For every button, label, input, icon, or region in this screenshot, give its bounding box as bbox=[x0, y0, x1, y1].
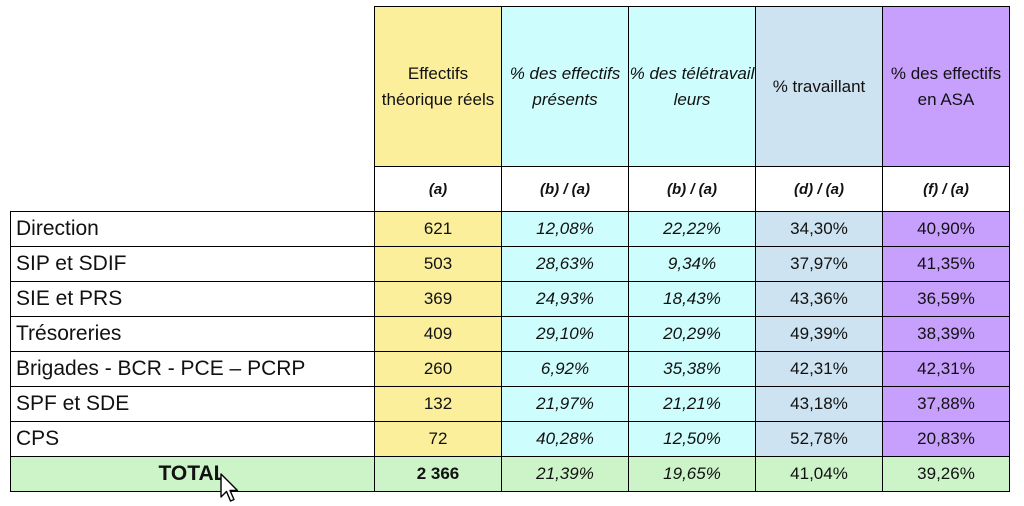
cell-asa[interactable]: 37,88% bbox=[882, 386, 1010, 422]
cell-effectifs[interactable]: 503 bbox=[374, 246, 502, 282]
header-row: Effectifs théorique réels % des effectif… bbox=[10, 6, 1010, 167]
cell-asa[interactable]: 36,59% bbox=[882, 281, 1010, 317]
total-label[interactable]: TOTAL bbox=[10, 456, 375, 492]
table-row: Trésoreries 409 29,10% 20,29% 49,39% 38,… bbox=[10, 316, 1010, 352]
table-row: Brigades - BCR - PCE – PCRP 260 6,92% 35… bbox=[10, 351, 1010, 387]
cell-travaillant[interactable]: 37,97% bbox=[755, 246, 883, 282]
cell-teletravailleurs[interactable]: 35,38% bbox=[628, 351, 756, 387]
cell-teletravailleurs[interactable]: 22,22% bbox=[628, 211, 756, 247]
cell-effectifs[interactable]: 260 bbox=[374, 351, 502, 387]
cell-travaillant[interactable]: 43,18% bbox=[755, 386, 883, 422]
cell-asa[interactable]: 41,35% bbox=[882, 246, 1010, 282]
cell-asa[interactable]: 42,31% bbox=[882, 351, 1010, 387]
cell-presents[interactable]: 29,10% bbox=[501, 316, 629, 352]
cell-effectifs[interactable]: 132 bbox=[374, 386, 502, 422]
total-teletravailleurs[interactable]: 19,65% bbox=[628, 456, 756, 492]
cell-asa[interactable]: 38,39% bbox=[882, 316, 1010, 352]
header-asa[interactable]: % des effectifs en ASA bbox=[882, 6, 1010, 167]
row-label[interactable]: SPF et SDE bbox=[10, 386, 375, 422]
cell-effectifs[interactable]: 369 bbox=[374, 281, 502, 317]
total-effectifs[interactable]: 2 366 bbox=[374, 456, 502, 492]
table-row: SIP et SDIF 503 28,63% 9,34% 37,97% 41,3… bbox=[10, 246, 1010, 282]
cell-travaillant[interactable]: 49,39% bbox=[755, 316, 883, 352]
cell-travaillant[interactable]: 34,30% bbox=[755, 211, 883, 247]
table-row: SPF et SDE 132 21,97% 21,21% 43,18% 37,8… bbox=[10, 386, 1010, 422]
header-effectifs-label: Effectifs théorique réels bbox=[381, 63, 495, 109]
table-row: SIE et PRS 369 24,93% 18,43% 43,36% 36,5… bbox=[10, 281, 1010, 317]
total-asa[interactable]: 39,26% bbox=[882, 456, 1010, 492]
row-label[interactable]: SIE et PRS bbox=[10, 281, 375, 317]
header-teletravailleurs-label: % des télétravailleurs bbox=[629, 63, 755, 109]
cell-asa[interactable]: 20,83% bbox=[882, 421, 1010, 457]
formula-cell[interactable]: (b) / (a) bbox=[501, 166, 629, 212]
row-label[interactable]: CPS bbox=[10, 421, 375, 457]
cell-presents[interactable]: 40,28% bbox=[501, 421, 629, 457]
row-label[interactable]: Brigades - BCR - PCE – PCRP bbox=[10, 351, 375, 387]
formula-cell[interactable]: (f) / (a) bbox=[882, 166, 1010, 212]
header-travaillant-label: % travaillant bbox=[772, 76, 866, 96]
cell-teletravailleurs[interactable]: 20,29% bbox=[628, 316, 756, 352]
total-row: TOTAL 2 366 21,39% 19,65% 41,04% 39,26% bbox=[10, 456, 1010, 492]
formula-cell[interactable]: (a) bbox=[374, 166, 502, 212]
cell-effectifs[interactable]: 409 bbox=[374, 316, 502, 352]
header-presents[interactable]: % des effectifs présents bbox=[501, 6, 629, 167]
staffing-table: Effectifs théorique réels % des effectif… bbox=[10, 6, 1010, 492]
row-label[interactable]: SIP et SDIF bbox=[10, 246, 375, 282]
formula-cell[interactable]: (d) / (a) bbox=[755, 166, 883, 212]
cell-asa[interactable]: 40,90% bbox=[882, 211, 1010, 247]
cell-presents[interactable]: 28,63% bbox=[501, 246, 629, 282]
header-asa-label: % des effectifs en ASA bbox=[890, 63, 1002, 109]
total-travaillant[interactable]: 41,04% bbox=[755, 456, 883, 492]
cell-effectifs[interactable]: 72 bbox=[374, 421, 502, 457]
cell-presents[interactable]: 21,97% bbox=[501, 386, 629, 422]
pointer-arrow-icon bbox=[220, 473, 239, 502]
cell-effectifs[interactable]: 621 bbox=[374, 211, 502, 247]
total-presents[interactable]: 21,39% bbox=[501, 456, 629, 492]
cell-teletravailleurs[interactable]: 21,21% bbox=[628, 386, 756, 422]
cell-teletravailleurs[interactable]: 9,34% bbox=[628, 246, 756, 282]
blank-formula-label bbox=[10, 166, 375, 212]
header-travaillant[interactable]: % travaillant bbox=[755, 6, 883, 167]
cell-presents[interactable]: 6,92% bbox=[501, 351, 629, 387]
formula-cell[interactable]: (b) / (a) bbox=[628, 166, 756, 212]
cell-teletravailleurs[interactable]: 18,43% bbox=[628, 281, 756, 317]
table-row: CPS 72 40,28% 12,50% 52,78% 20,83% bbox=[10, 421, 1010, 457]
formula-row: (a) (b) / (a) (b) / (a) (d) / (a) (f) / … bbox=[10, 166, 1010, 212]
row-label[interactable]: Trésoreries bbox=[10, 316, 375, 352]
blank-corner bbox=[10, 6, 375, 167]
cell-presents[interactable]: 12,08% bbox=[501, 211, 629, 247]
cell-travaillant[interactable]: 52,78% bbox=[755, 421, 883, 457]
row-label[interactable]: Direction bbox=[10, 211, 375, 247]
cell-travaillant[interactable]: 42,31% bbox=[755, 351, 883, 387]
cell-teletravailleurs[interactable]: 12,50% bbox=[628, 421, 756, 457]
cell-travaillant[interactable]: 43,36% bbox=[755, 281, 883, 317]
header-presents-label: % des effectifs présents bbox=[509, 63, 621, 109]
header-teletravailleurs[interactable]: % des télétravailleurs bbox=[628, 6, 756, 167]
table-row: Direction 621 12,08% 22,22% 34,30% 40,90… bbox=[10, 211, 1010, 247]
cell-presents[interactable]: 24,93% bbox=[501, 281, 629, 317]
header-effectifs[interactable]: Effectifs théorique réels bbox=[374, 6, 502, 167]
